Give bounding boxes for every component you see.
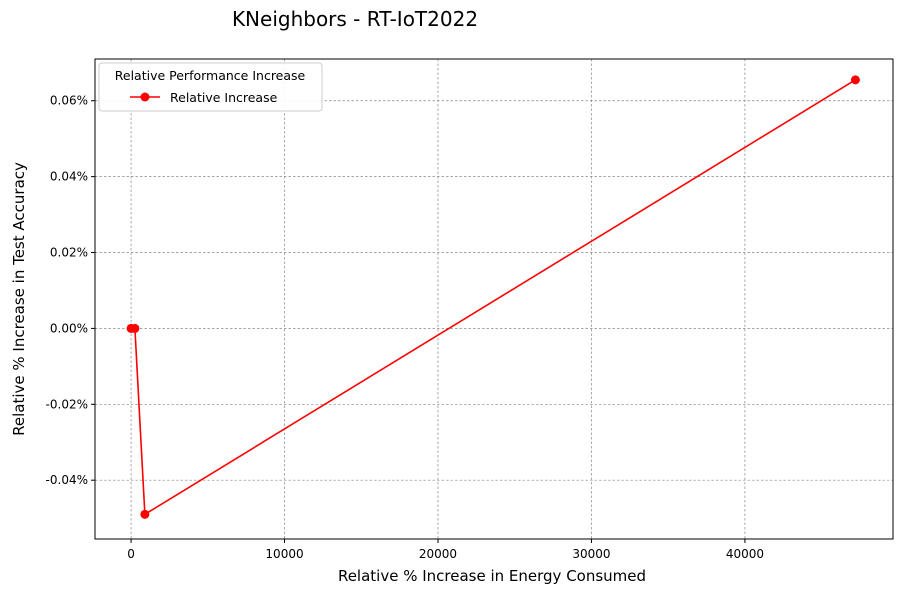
y-tick-label: -0.04% xyxy=(46,473,88,487)
x-tick-label: 40000 xyxy=(726,547,764,561)
x-tick-label: 20000 xyxy=(419,547,457,561)
legend-marker-swatch xyxy=(140,92,150,102)
legend-entry-label: Relative Increase xyxy=(170,90,278,105)
y-tick-label: 0.00% xyxy=(50,321,88,335)
x-axis: 0 10000 20000 30000 40000 xyxy=(127,539,764,561)
series-line-0 xyxy=(131,79,856,516)
y-tick-label: 0.04% xyxy=(50,170,88,184)
x-tick-label: 0 xyxy=(127,547,135,561)
y-axis: -0.04% -0.02% 0.00% 0.02% 0.04% 0.06% xyxy=(46,94,95,487)
legend: Relative Performance Increase Relative I… xyxy=(98,62,323,112)
legend-box xyxy=(98,62,323,112)
chart-title: KNeighbors - RT-IoT2022 xyxy=(232,7,478,31)
x-tick-label: 30000 xyxy=(572,547,610,561)
series-layer xyxy=(126,75,860,519)
x-axis-label: Relative % Increase in Energy Consumed xyxy=(338,567,646,585)
legend-title: Relative Performance Increase xyxy=(115,68,306,83)
y-tick-label: 0.02% xyxy=(50,246,88,260)
data-point xyxy=(130,323,140,333)
y-tick-label: -0.02% xyxy=(46,397,88,411)
plot-frame xyxy=(94,58,894,540)
y-tick-label: 0.06% xyxy=(50,94,88,108)
x-tick-label: 10000 xyxy=(265,547,303,561)
data-point xyxy=(140,509,150,519)
y-axis-label: Relative % Increase in Test Accuracy xyxy=(10,162,28,436)
data-point xyxy=(850,75,860,85)
